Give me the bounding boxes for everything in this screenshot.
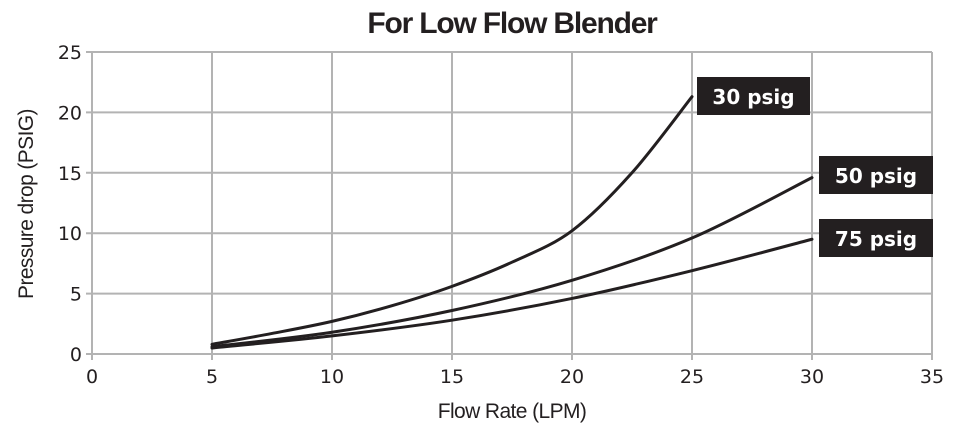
y-tick-label: 5 [70,284,82,306]
series-label: 30 psig [712,85,794,109]
x-tick-label: 20 [560,366,584,388]
data-series [210,95,814,350]
x-tick-label: 5 [206,366,218,388]
x-tick-label: 0 [86,366,98,388]
series-label: 50 psig [835,164,917,188]
x-tick-label: 25 [680,366,704,388]
series-label-box [819,156,933,194]
series-line-50-psig [210,176,814,349]
x-tick-label: 10 [320,366,344,388]
series-label-box [697,77,810,115]
y-tick-label: 20 [58,102,82,124]
y-tick-label: 0 [70,344,82,366]
x-tick-label: 15 [440,366,464,388]
x-tick-label: 35 [920,366,944,388]
y-axis-label: Pressure drop (PSIG) [15,109,38,299]
series-line-75-psig [210,237,814,350]
series-line-30-psig [210,95,694,346]
y-axis-ticks: 0 5 10 15 20 25 [58,42,82,366]
x-axis-label: Flow Rate (LPM) [438,400,587,423]
x-tick-label: 30 [800,366,824,388]
chart-title: For Low Flow Blender [367,7,658,40]
x-axis-ticks: 0 5 10 15 20 25 30 35 [86,366,944,388]
y-tick-label: 10 [58,223,82,245]
series-label: 75 psig [835,227,917,251]
y-tick-label: 25 [58,42,82,64]
series-label-box [819,219,933,257]
series-labels: 30 psig 50 psig 75 psig [697,77,933,257]
y-tick-label: 15 [58,163,82,185]
